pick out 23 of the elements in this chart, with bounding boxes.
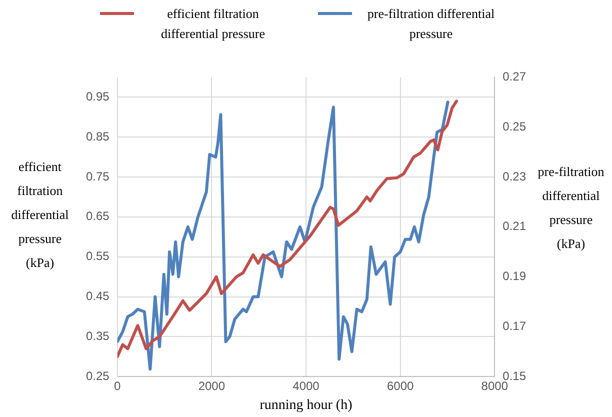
x-tick-label: 2000 (198, 379, 226, 394)
y2-tick-label: 0.19 (502, 269, 526, 284)
y2-tick-label: 0.21 (502, 219, 526, 234)
y-tick-label: 0.95 (86, 89, 110, 104)
x-axis-title: running hour (h) (258, 398, 354, 414)
y-tick-label: 0.35 (86, 328, 110, 343)
y-tick-label: 0.55 (86, 249, 110, 264)
y2-tick-label: 0.17 (502, 319, 526, 334)
legend-label: efficient filtration differential pressure (160, 5, 266, 43)
y2-axis-title: pre-filtration differential pressure (kPa) (536, 163, 606, 253)
x-tick-label: 4000 (292, 379, 320, 394)
x-tick-label: 0 (114, 379, 122, 394)
y2-tick-label: 0.23 (502, 169, 526, 184)
legend-label: pre-filtration differential pressure (366, 5, 496, 43)
y-tick-label: 0.65 (86, 209, 110, 224)
y2-tick-label: 0.27 (502, 70, 526, 84)
y-tick-label: 0.25 (86, 368, 110, 383)
y-tick-label: 0.85 (86, 129, 110, 144)
y-tick-label: 0.75 (86, 169, 110, 184)
y-axis-title: efficient filtration differential pressure (kPa) (10, 158, 70, 272)
y2-tick-label: 0.25 (502, 119, 526, 134)
x-tick-label: 6000 (386, 379, 414, 394)
y-tick-label: 0.45 (86, 289, 110, 304)
